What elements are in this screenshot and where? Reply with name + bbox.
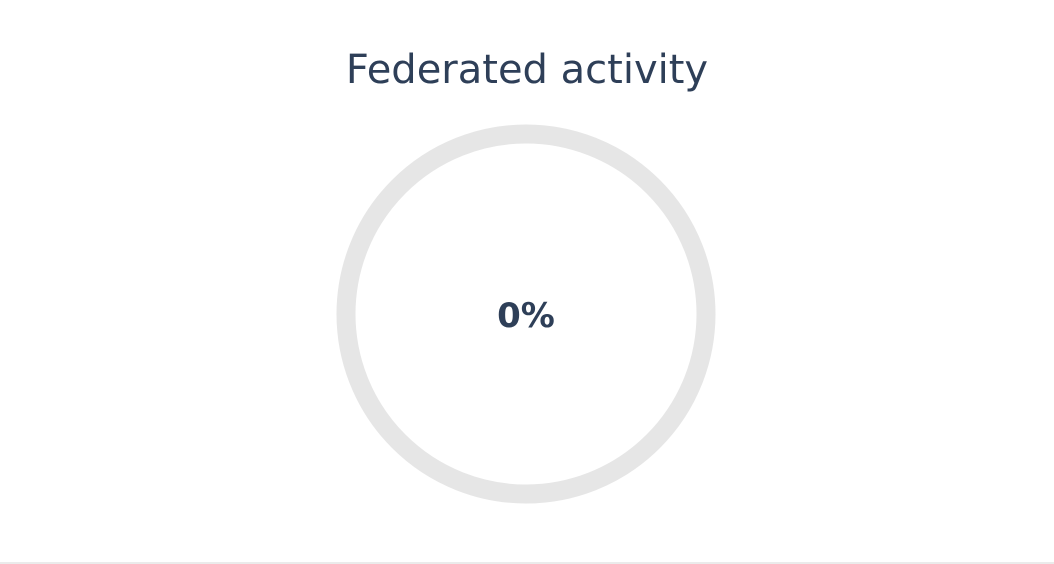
panel-title: Federated activity xyxy=(345,47,709,93)
progress-percent-label: 0% xyxy=(497,296,555,336)
progress-ring-graphic xyxy=(336,124,716,504)
progress-ring-track xyxy=(336,124,716,504)
progress-ring: 0% xyxy=(336,124,716,504)
